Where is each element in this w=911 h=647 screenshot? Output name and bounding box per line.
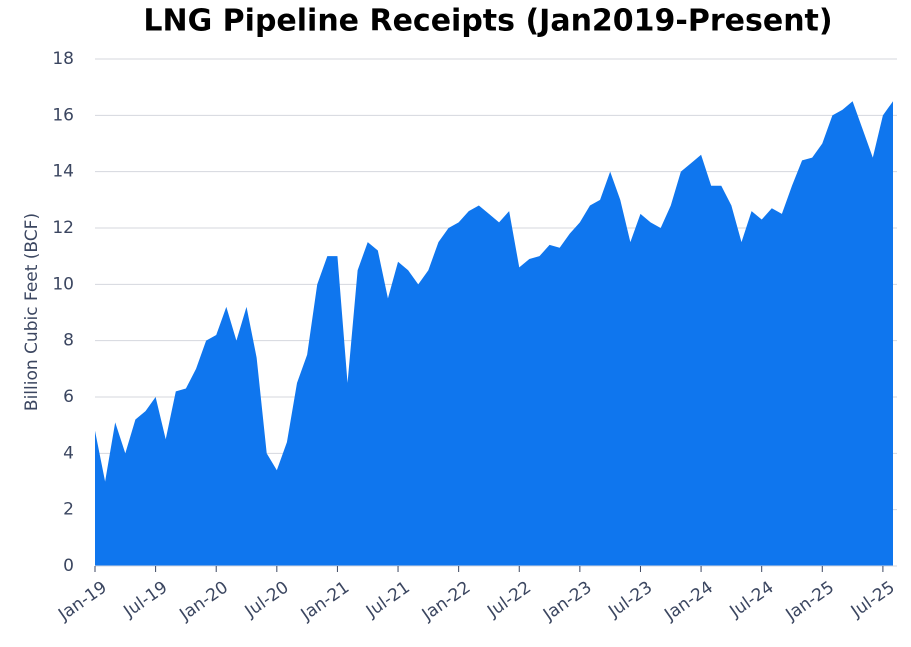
chart-title: LNG Pipeline Receipts (Jan2019-Present): [143, 4, 832, 39]
y-tick-label: 16: [52, 105, 74, 125]
x-tick-label: Jan-20: [175, 578, 232, 626]
y-tick-label: 2: [63, 500, 74, 520]
y-tick-label: 14: [52, 162, 74, 182]
y-tick-label: 10: [52, 274, 74, 294]
x-tick-label: Jul-19: [120, 578, 172, 623]
x-tick-label: Jul-20: [241, 578, 293, 623]
x-tick-label: Jan-22: [418, 578, 475, 626]
x-tick-label: Jan-24: [660, 578, 717, 626]
y-tick-label: 6: [63, 387, 74, 407]
x-tick-label: Jul-21: [362, 578, 414, 623]
x-tick-label: Jan-25: [782, 578, 839, 626]
x-tick-label: Jul-25: [847, 578, 899, 623]
y-tick-label: 18: [52, 49, 74, 69]
y-tick-label: 12: [52, 218, 74, 238]
x-tick-label: Jan-23: [539, 578, 596, 626]
area: [95, 101, 893, 566]
x-tick-label: Jan-21: [297, 578, 354, 626]
x-tick-label: Jul-23: [604, 578, 656, 623]
x-tick-label: Jul-24: [726, 578, 778, 623]
x-tick-label: Jan-19: [54, 578, 111, 626]
y-tick-label: 0: [63, 556, 74, 576]
x-tick-label: Jul-22: [483, 578, 535, 623]
y-axis-label: Billion Cubic Feet (BCF): [22, 213, 42, 411]
y-tick-label: 8: [63, 331, 74, 351]
y-tick-label: 4: [63, 443, 74, 463]
